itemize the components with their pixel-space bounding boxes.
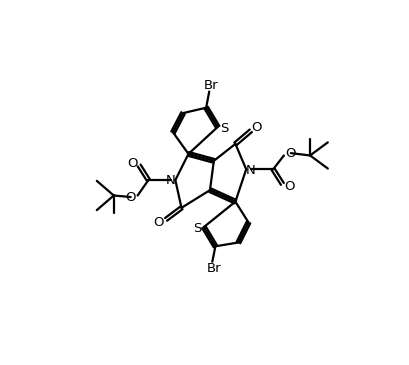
Text: O: O <box>126 191 136 204</box>
Text: O: O <box>284 180 294 193</box>
Text: S: S <box>220 122 229 135</box>
Text: O: O <box>252 121 262 134</box>
Text: N: N <box>246 164 256 177</box>
Text: O: O <box>153 216 164 229</box>
Text: O: O <box>127 157 137 170</box>
Text: S: S <box>193 222 201 235</box>
Text: Br: Br <box>203 79 218 92</box>
Text: Br: Br <box>207 262 221 275</box>
Text: O: O <box>285 147 296 160</box>
Text: N: N <box>166 174 175 187</box>
